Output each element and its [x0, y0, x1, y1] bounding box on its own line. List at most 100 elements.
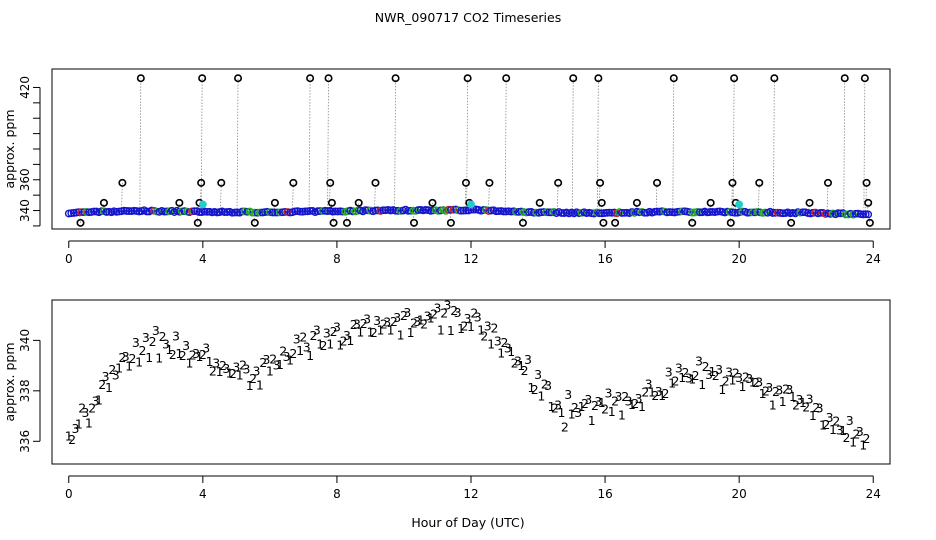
top-baseline-point [142, 207, 151, 216]
bottom-marker-1: 1 [286, 353, 294, 368]
bottom-marker-2: 2 [340, 334, 348, 349]
bottom-marker-1: 1 [447, 323, 455, 338]
bottom-marker-2: 2 [98, 377, 106, 392]
bottom-y-tick-label: 338 [18, 379, 32, 402]
bottom-marker-3: 3 [665, 365, 673, 380]
bottom-marker-2: 2 [752, 375, 760, 390]
top-baseline-point [273, 208, 282, 217]
top-highlight-point [735, 200, 744, 209]
top-spike-line [412, 210, 415, 223]
bottom-marker-2: 2 [521, 363, 529, 378]
bottom-marker-2: 2 [812, 400, 820, 415]
top-spike-line [772, 78, 775, 213]
bottom-marker-3: 3 [82, 405, 90, 420]
top-baseline-point [620, 208, 629, 217]
top-baseline-point [602, 208, 611, 217]
bottom-marker-2: 2 [279, 343, 287, 358]
bottom-marker-1: 1 [145, 350, 153, 365]
top-spike-point [99, 198, 108, 207]
top-spike-point [193, 218, 202, 227]
top-spike-line [729, 212, 732, 223]
bottom-marker-1: 1 [256, 377, 264, 392]
top-baseline-point [97, 207, 106, 216]
top-spike-line [253, 212, 256, 223]
bottom-marker-3: 3 [826, 410, 834, 425]
bottom-marker-3: 3 [524, 352, 532, 367]
bottom-marker-2: 2 [249, 371, 257, 386]
top-spike-point [864, 198, 873, 207]
top-spike-point [554, 178, 563, 187]
top-baseline-point [348, 207, 357, 216]
top-baseline-point [668, 208, 677, 217]
top-spike-point [410, 218, 419, 227]
bottom-marker-1: 1 [75, 416, 83, 431]
top-baseline-point [494, 207, 503, 215]
bottom-marker-3: 3 [353, 316, 361, 331]
bottom-marker-1: 1 [155, 351, 163, 366]
bottom-marker-2: 2 [621, 389, 629, 404]
top-spike-line [394, 78, 396, 211]
top-spike-point [270, 198, 279, 207]
top-baseline-point [276, 208, 284, 217]
bottom-marker-2: 2 [832, 414, 840, 429]
bottom-marker-3: 3 [534, 367, 542, 382]
bottom-marker-2: 2 [128, 351, 136, 366]
top-spike-point [805, 198, 814, 207]
bottom-x-tick-label: 12 [463, 487, 478, 501]
bottom-marker-1: 1 [346, 333, 354, 348]
bottom-marker-1: 1 [789, 389, 797, 404]
bottom-marker-2: 2 [531, 382, 539, 397]
bottom-marker-1: 1 [809, 408, 817, 423]
top-baseline-point [499, 207, 508, 216]
bottom-marker-2: 2 [511, 356, 519, 371]
top-baseline-point [595, 209, 604, 218]
bottom-marker-1: 1 [568, 407, 576, 422]
top-baseline-point [688, 208, 697, 217]
top-spike-line [521, 211, 524, 223]
bottom-marker-1: 1 [849, 435, 857, 450]
top-baseline-point [851, 209, 860, 218]
bottom-marker-2: 2 [661, 386, 669, 401]
bottom-marker-3: 3 [504, 340, 512, 355]
top-baseline-point [861, 210, 870, 219]
bottom-marker-2: 2 [299, 329, 307, 344]
bottom-marker-2: 2 [692, 368, 700, 383]
bottom-marker-3: 3 [232, 359, 240, 374]
bottom-marker-1: 1 [819, 418, 827, 433]
top-baseline-point [406, 206, 415, 215]
bottom-marker-2: 2 [118, 350, 126, 365]
bottom-marker-1: 1 [678, 370, 686, 385]
bottom-marker-2: 2 [350, 317, 358, 332]
bottom-marker-1: 1 [266, 364, 274, 379]
bottom-marker-3: 3 [675, 360, 683, 375]
top-baseline-point [248, 208, 257, 217]
bottom-marker-2: 2 [651, 388, 659, 403]
bottom-marker-3: 3 [162, 336, 170, 351]
bottom-marker-1: 1 [547, 399, 555, 414]
top-spike-point [371, 178, 380, 187]
top-baseline-point [545, 208, 553, 217]
bottom-marker-1: 1 [829, 422, 837, 437]
bottom-marker-3: 3 [192, 346, 200, 361]
top-spike-line [327, 78, 329, 212]
bottom-marker-1: 1 [598, 395, 606, 410]
bottom-marker-1: 1 [658, 388, 666, 403]
top-baseline-point [836, 209, 845, 218]
bottom-x-tick-label: 4 [199, 487, 207, 501]
bottom-marker-3: 3 [785, 382, 793, 397]
top-baseline-point [695, 208, 704, 217]
top-highlight-point [198, 200, 207, 209]
top-baseline-point [391, 206, 400, 215]
top-spike-point [502, 74, 511, 83]
top-spike-point [326, 178, 335, 187]
bottom-marker-2: 2 [601, 401, 609, 416]
bottom-marker-3: 3 [846, 413, 854, 428]
top-baseline-point [333, 207, 342, 216]
bottom-marker-1: 1 [296, 343, 304, 358]
bottom-marker-1: 1 [417, 312, 425, 327]
top-baseline-point [457, 206, 465, 215]
bottom-marker-2: 2 [149, 334, 157, 349]
bottom-marker-3: 3 [222, 361, 230, 376]
bottom-marker-3: 3 [293, 332, 301, 347]
top-baseline-point [640, 208, 649, 217]
